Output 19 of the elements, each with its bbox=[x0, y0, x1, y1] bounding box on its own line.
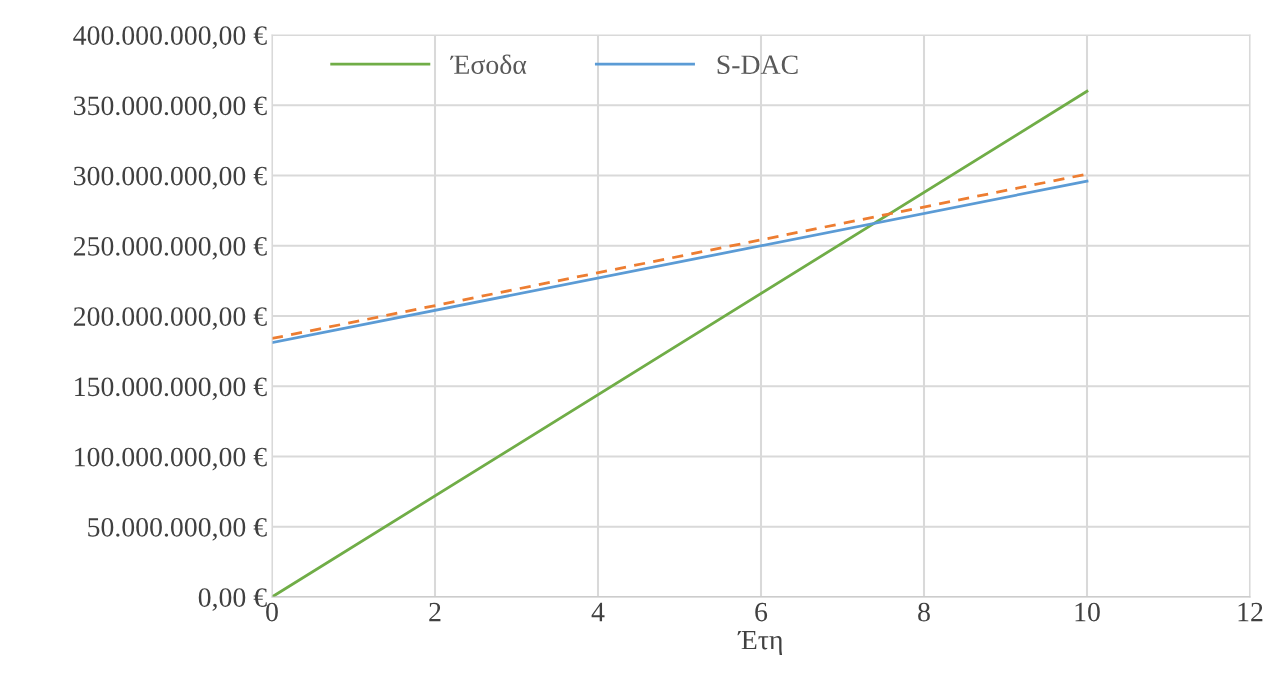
y-tick-label: 50.000.000,00 € bbox=[88, 517, 267, 541]
x-tick-label: 8 bbox=[918, 602, 930, 622]
y-tick-label: 400.000.000,00 € bbox=[73, 26, 267, 49]
x-tick-label: 0 bbox=[266, 602, 278, 622]
y-tick-label: 200.000.000,00 € bbox=[73, 307, 267, 330]
y-tick-label: 100.000.000,00 € bbox=[75, 447, 267, 471]
y-tick-label: 300.000.000,00 € bbox=[74, 166, 267, 190]
y-tick-label: 350.000.000,00 € bbox=[74, 96, 267, 120]
y-tick-label: 250.000.000,00 € bbox=[73, 236, 267, 260]
y-tick-label: 0,00 € bbox=[198, 588, 267, 611]
x-tick-label: 10 bbox=[1075, 602, 1100, 622]
y-tick-label: 150.000.000,00 € bbox=[75, 377, 267, 401]
x-tick-label: 6 bbox=[755, 602, 768, 622]
x-tick-label: 12 bbox=[1238, 602, 1263, 622]
legend-label: S-DAC bbox=[717, 55, 798, 75]
legend-label: Έσοδα bbox=[450, 54, 527, 75]
x-axis-title: Έτη bbox=[737, 630, 783, 656]
x-tick-label: 4 bbox=[591, 602, 605, 622]
x-tick-label: 2 bbox=[429, 602, 441, 622]
